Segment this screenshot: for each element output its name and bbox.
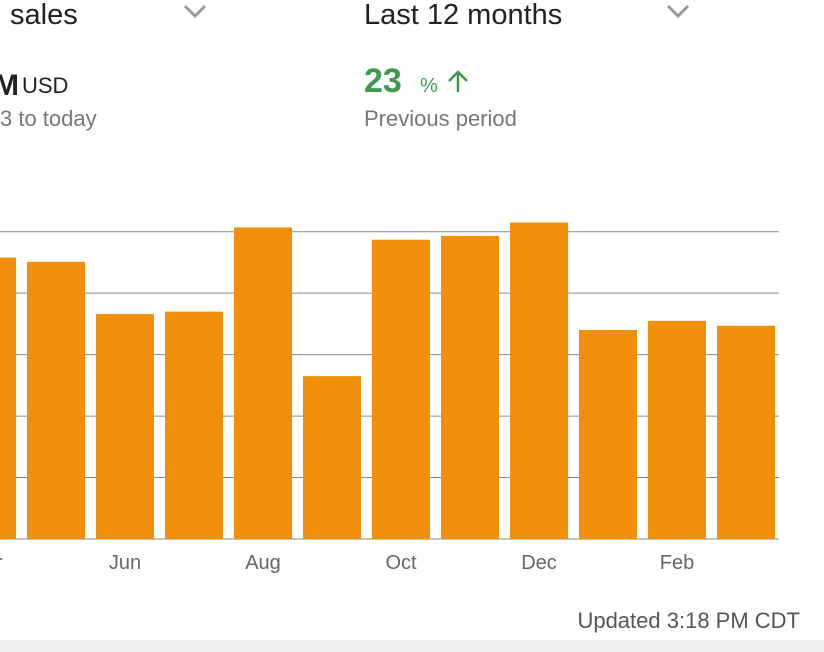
bar [648, 320, 706, 539]
bar [303, 376, 361, 539]
bar [0, 257, 16, 539]
x-tick-label: Apr [0, 552, 3, 574]
bar [441, 236, 499, 539]
currency: USD [22, 73, 68, 98]
x-tick-label: Aug [245, 552, 281, 574]
change-value: 23 [364, 62, 402, 100]
bar [96, 314, 154, 539]
bar [717, 325, 775, 539]
bottom-bar [0, 640, 824, 652]
x-tick-label: Dec [521, 552, 557, 574]
bar [27, 261, 85, 539]
x-tick-label: Jun [109, 552, 141, 574]
total-suffix: M [0, 69, 19, 102]
bar [165, 311, 223, 539]
plot: Apr Jun Aug Oct Dec Feb [0, 222, 779, 574]
metric-select[interactable]: sales [10, 0, 78, 31]
range-select[interactable]: Last 12 months [364, 0, 562, 31]
bar [372, 239, 430, 539]
change-unit: % [420, 75, 438, 97]
total-period: 3 to today [0, 106, 97, 131]
bar [579, 330, 637, 539]
bar [234, 227, 292, 539]
chevron[interactable] [666, 4, 690, 19]
x-tick-label: Feb [660, 552, 694, 574]
up-arrow [448, 70, 468, 92]
x-tick-label: Oct [385, 552, 417, 574]
chevron[interactable] [183, 4, 207, 19]
bar [510, 222, 568, 539]
updated-text: Updated 3:18 PM CDT [577, 608, 800, 633]
change-label: Previous period [364, 106, 517, 131]
